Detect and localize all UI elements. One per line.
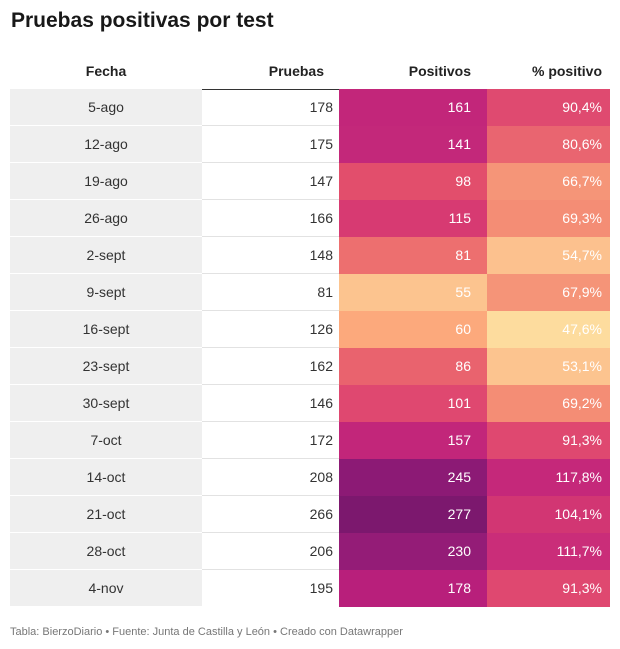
cell-pruebas: 147: [202, 163, 339, 200]
cell-positivos: 86: [339, 348, 487, 385]
column-header-pct-positivo[interactable]: % positivo: [531, 63, 602, 79]
cell-positivos: 141: [339, 126, 487, 163]
cell-fecha: 12-ago: [10, 126, 202, 163]
table-row: 7-oct 172 157 91,3%: [10, 422, 610, 459]
cell-fecha: 5-ago: [10, 89, 202, 126]
cell-positivos: 157: [339, 422, 487, 459]
cell-fecha: 9-sept: [10, 274, 202, 311]
cell-pct-positivo: 91,3%: [487, 570, 610, 607]
cell-pct-positivo: 80,6%: [487, 126, 610, 163]
cell-pruebas: 148: [202, 237, 339, 274]
cell-fecha: 21-oct: [10, 496, 202, 533]
cell-pct-positivo: 104,1%: [487, 496, 610, 533]
table-row: 4-nov 195 178 91,3%: [10, 570, 610, 607]
cell-fecha: 2-sept: [10, 237, 202, 274]
cell-fecha: 26-ago: [10, 200, 202, 237]
cell-pct-positivo: 91,3%: [487, 422, 610, 459]
cell-pct-positivo: 47,6%: [487, 311, 610, 348]
cell-positivos: 98: [339, 163, 487, 200]
table-row: 14-oct 208 245 117,8%: [10, 459, 610, 496]
cell-pruebas: 208: [202, 459, 339, 496]
cell-pct-positivo: 111,7%: [487, 533, 610, 570]
cell-fecha: 28-oct: [10, 533, 202, 570]
cell-pruebas: 266: [202, 496, 339, 533]
cell-pruebas: 206: [202, 533, 339, 570]
table-header: Fecha Pruebas Positivos % positivo: [10, 57, 610, 90]
cell-positivos: 245: [339, 459, 487, 496]
cell-pct-positivo: 66,7%: [487, 163, 610, 200]
cell-positivos: 101: [339, 385, 487, 422]
table-row: 2-sept 148 81 54,7%: [10, 237, 610, 274]
cell-fecha: 23-sept: [10, 348, 202, 385]
cell-fecha: 7-oct: [10, 422, 202, 459]
table-row: 16-sept 126 60 47,6%: [10, 311, 610, 348]
chart-title: Pruebas positivas por test: [11, 9, 274, 32]
cell-pruebas: 172: [202, 422, 339, 459]
cell-pct-positivo: 53,1%: [487, 348, 610, 385]
table-row: 23-sept 162 86 53,1%: [10, 348, 610, 385]
cell-positivos: 60: [339, 311, 487, 348]
cell-pruebas: 166: [202, 200, 339, 237]
table-row: 26-ago 166 115 69,3%: [10, 200, 610, 237]
cell-fecha: 19-ago: [10, 163, 202, 200]
table-row: 5-ago 178 161 90,4%: [10, 89, 610, 126]
table-row: 12-ago 175 141 80,6%: [10, 126, 610, 163]
column-header-positivos[interactable]: Positivos: [408, 63, 471, 79]
column-header-fecha[interactable]: Fecha: [85, 63, 127, 79]
cell-pct-positivo: 90,4%: [487, 89, 610, 126]
cell-pct-positivo: 67,9%: [487, 274, 610, 311]
cell-positivos: 230: [339, 533, 487, 570]
table-row: 21-oct 266 277 104,1%: [10, 496, 610, 533]
table-row: 30-sept 146 101 69,2%: [10, 385, 610, 422]
cell-pct-positivo: 54,7%: [487, 237, 610, 274]
cell-positivos: 161: [339, 89, 487, 126]
cell-fecha: 16-sept: [10, 311, 202, 348]
cell-pruebas: 195: [309, 580, 333, 596]
cell-pruebas: 146: [202, 385, 339, 422]
cell-fecha: 4-nov: [10, 570, 202, 607]
cell-fecha: 30-sept: [10, 385, 202, 422]
table-row: 28-oct 206 230 111,7%: [10, 533, 610, 570]
cell-pruebas: 81: [202, 274, 339, 311]
table-row: 9-sept 81 55 67,9%: [10, 274, 610, 311]
cell-fecha: 14-oct: [10, 459, 202, 496]
cell-pruebas: 126: [202, 311, 339, 348]
cell-pruebas: 178: [202, 89, 339, 126]
cell-positivos: 55: [339, 274, 487, 311]
cell-pct-positivo: 69,3%: [487, 200, 610, 237]
table-footer: Tabla: BierzoDiario • Fuente: Junta de C…: [10, 626, 403, 638]
cell-positivos: 178: [339, 570, 487, 607]
cell-positivos: 277: [339, 496, 487, 533]
table-row: 19-ago 147 98 66,7%: [10, 163, 610, 200]
cell-positivos: 115: [339, 200, 487, 237]
cell-pct-positivo: 69,2%: [487, 385, 610, 422]
cell-pct-positivo: 117,8%: [487, 459, 610, 496]
cell-pruebas: 175: [202, 126, 339, 163]
column-header-pruebas[interactable]: Pruebas: [268, 63, 324, 79]
table-body: 5-ago 178 161 90,4% 12-ago 175 141 80,6% 19-ago 1…: [10, 89, 610, 607]
cell-pruebas: 162: [202, 348, 339, 385]
cell-positivos: 81: [339, 237, 487, 274]
